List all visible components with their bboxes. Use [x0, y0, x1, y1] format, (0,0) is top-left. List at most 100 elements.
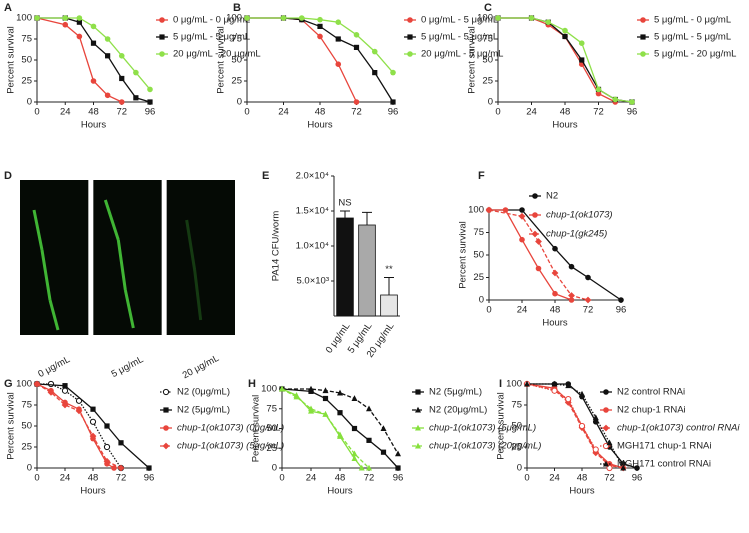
y-tick-label: 75	[21, 34, 32, 45]
series-line	[281, 388, 399, 469]
x-tick-label: 24	[278, 107, 289, 118]
y-tick-label: 100	[16, 13, 32, 24]
marker	[358, 464, 365, 471]
marker	[568, 297, 575, 303]
marker	[280, 15, 287, 21]
marker	[335, 36, 341, 42]
y-tick-label: 25	[473, 272, 484, 283]
legend-marker	[603, 389, 609, 395]
panel-letter: F	[478, 170, 485, 182]
fluorescence	[40, 249, 52, 301]
x-axis-label: Hours	[307, 120, 333, 131]
x-tick-label: 96	[632, 473, 643, 484]
y-tick-label: 100	[506, 379, 522, 390]
marker	[592, 446, 599, 453]
series-line	[489, 209, 572, 301]
marker	[118, 53, 125, 59]
series-line	[498, 17, 633, 103]
x-tick-label: 72	[116, 107, 127, 118]
legend-marker	[415, 406, 421, 413]
x-axis-label: Hours	[552, 120, 578, 131]
marker	[568, 263, 575, 270]
marker	[551, 269, 559, 277]
marker	[551, 380, 558, 387]
error-bar	[340, 210, 350, 218]
panel-letter: C	[484, 2, 492, 14]
legend-label: 0 μg/mL - 0 μg/mL	[173, 15, 250, 26]
marker	[76, 15, 83, 21]
y-tick-label: 50	[231, 55, 242, 66]
x-tick-label: 72	[364, 473, 375, 484]
annotation: **	[385, 264, 393, 275]
y-tick-label: 25	[21, 442, 32, 453]
x-tick-label: 72	[593, 107, 604, 118]
marker	[353, 99, 360, 105]
legend-label: N2 (20μg/mL)	[429, 405, 487, 416]
y-tick-label: 0	[27, 97, 32, 108]
marker	[395, 465, 401, 471]
marker	[372, 70, 378, 76]
x-tick-label: 72	[351, 107, 362, 118]
marker	[104, 36, 111, 42]
marker	[519, 236, 525, 243]
micrograph	[166, 180, 235, 335]
image-label: 20 μg/mL	[181, 353, 221, 381]
series-line	[526, 383, 611, 469]
y-tick-label: 50	[473, 250, 484, 261]
marker	[579, 390, 585, 397]
marker	[634, 465, 640, 471]
legend-marker	[603, 460, 609, 467]
marker	[76, 19, 82, 25]
series-line	[36, 383, 150, 469]
legend-marker	[163, 425, 169, 431]
x-tick-label: 96	[144, 473, 155, 484]
marker	[620, 464, 627, 471]
x-axis-label: Hours	[80, 486, 106, 497]
y-tick-label: 25	[266, 443, 277, 454]
marker	[612, 96, 619, 103]
legend-label: 5 μg/mL - 5 μg/mL	[173, 32, 250, 43]
y-tick-label: 25	[482, 76, 493, 87]
x-axis-label: Hours	[569, 486, 595, 497]
marker	[371, 48, 378, 55]
marker	[629, 99, 635, 105]
marker	[62, 15, 69, 21]
micrograph	[93, 180, 162, 335]
marker	[75, 407, 83, 415]
marker	[380, 449, 387, 455]
marker	[351, 425, 358, 432]
legend-label: 5 μg/mL - 0 μg/mL	[654, 15, 731, 26]
legend-marker	[640, 17, 646, 23]
legend-label: 5 μg/mL - 5 μg/mL	[421, 32, 498, 43]
y-tick-label: 1.0×10⁴	[296, 241, 329, 252]
legend-label: N2	[546, 191, 558, 202]
x-tick-label: 48	[335, 473, 346, 484]
marker	[90, 78, 97, 84]
marker	[147, 99, 153, 105]
y-tick-label: 100	[16, 379, 32, 390]
marker	[502, 207, 509, 213]
y-tick-label: 0	[27, 463, 32, 474]
fluorescence	[193, 269, 203, 321]
series-line	[282, 388, 399, 455]
marker	[595, 86, 602, 93]
marker	[337, 410, 343, 416]
marker	[105, 53, 111, 59]
y-tick-label: 25	[231, 76, 242, 87]
series-line	[489, 209, 622, 301]
image-label: 5 μg/mL	[110, 354, 146, 380]
legend-marker	[415, 442, 421, 449]
x-tick-label: 96	[145, 107, 156, 118]
legend-marker	[603, 407, 609, 413]
marker	[90, 40, 97, 46]
x-tick-label: 96	[627, 107, 638, 118]
legend-marker	[159, 34, 165, 40]
legend-label: N2 chup-1 RNAi	[617, 405, 686, 416]
x-tick-label: 72	[583, 305, 594, 316]
marker	[568, 292, 575, 299]
y-tick-label: 75	[21, 400, 32, 411]
y-axis-label: Percent survival	[216, 26, 227, 94]
marker	[293, 393, 300, 400]
panel-letter: B	[233, 2, 241, 14]
bar	[380, 294, 398, 317]
